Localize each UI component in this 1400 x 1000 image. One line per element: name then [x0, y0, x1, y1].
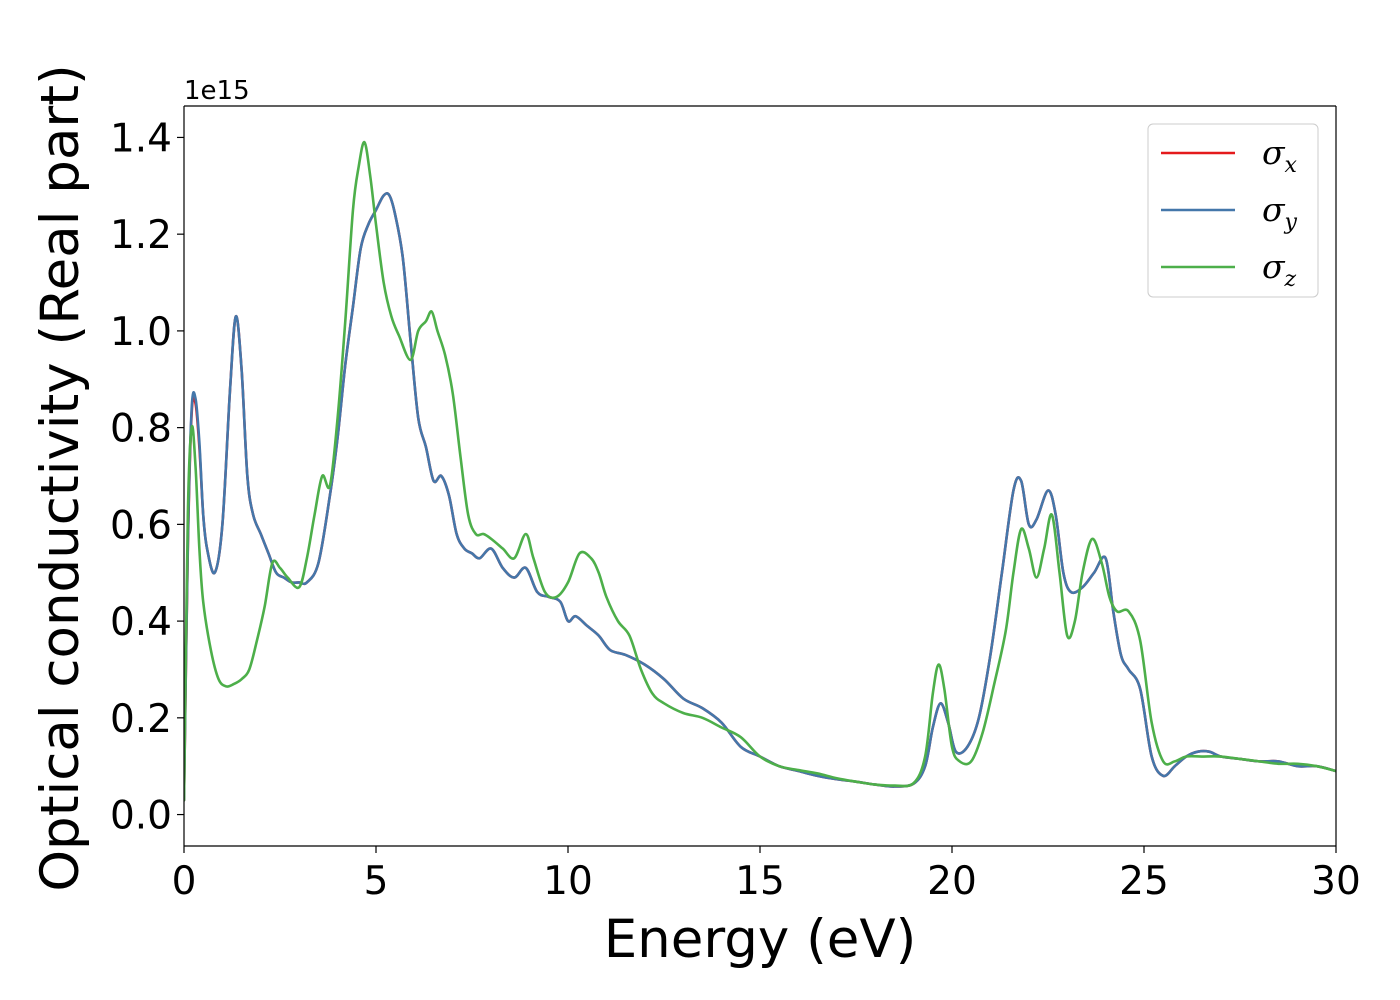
- y-tick-label: 1.2: [110, 213, 172, 258]
- series-line-sigma-y: [184, 192, 1336, 802]
- x-tick-label: 15: [735, 859, 785, 904]
- y-tick-label: 0.0: [110, 794, 172, 839]
- y-tick-label: 1.4: [110, 116, 172, 161]
- x-tick-label: 25: [1119, 859, 1169, 904]
- series-group: [184, 140, 1336, 802]
- x-axis-label: Energy (eV): [604, 909, 917, 970]
- y-tick-label: 1.0: [110, 310, 172, 355]
- y-tick-label: 0.4: [110, 600, 172, 645]
- series-line-sigma-z: [184, 140, 1336, 802]
- x-tick-label: 5: [364, 859, 389, 904]
- plot-area: [184, 140, 1336, 802]
- y-axis-label: Optical conductivity (Real part): [30, 64, 91, 891]
- x-axis-label-group: Energy (eV): [604, 909, 917, 970]
- y-offset-label: 1e15: [184, 76, 250, 106]
- y-axis-label-group: Optical conductivity (Real part): [30, 64, 91, 891]
- y-tick-label: 0.8: [110, 407, 172, 452]
- y-tick-label: 0.6: [110, 503, 172, 548]
- axes: 0 5 10 15 20 25 30 0.0 0.2 0.4 0.6 0.8 1.0 1.2 1.4: [110, 105, 1361, 904]
- x-tick-label: 20: [927, 859, 977, 904]
- x-tick-label: 0: [172, 859, 197, 904]
- y-tick-label: 0.2: [110, 697, 172, 742]
- x-tick-label: 30: [1311, 859, 1361, 904]
- x-tick-label: 10: [543, 859, 593, 904]
